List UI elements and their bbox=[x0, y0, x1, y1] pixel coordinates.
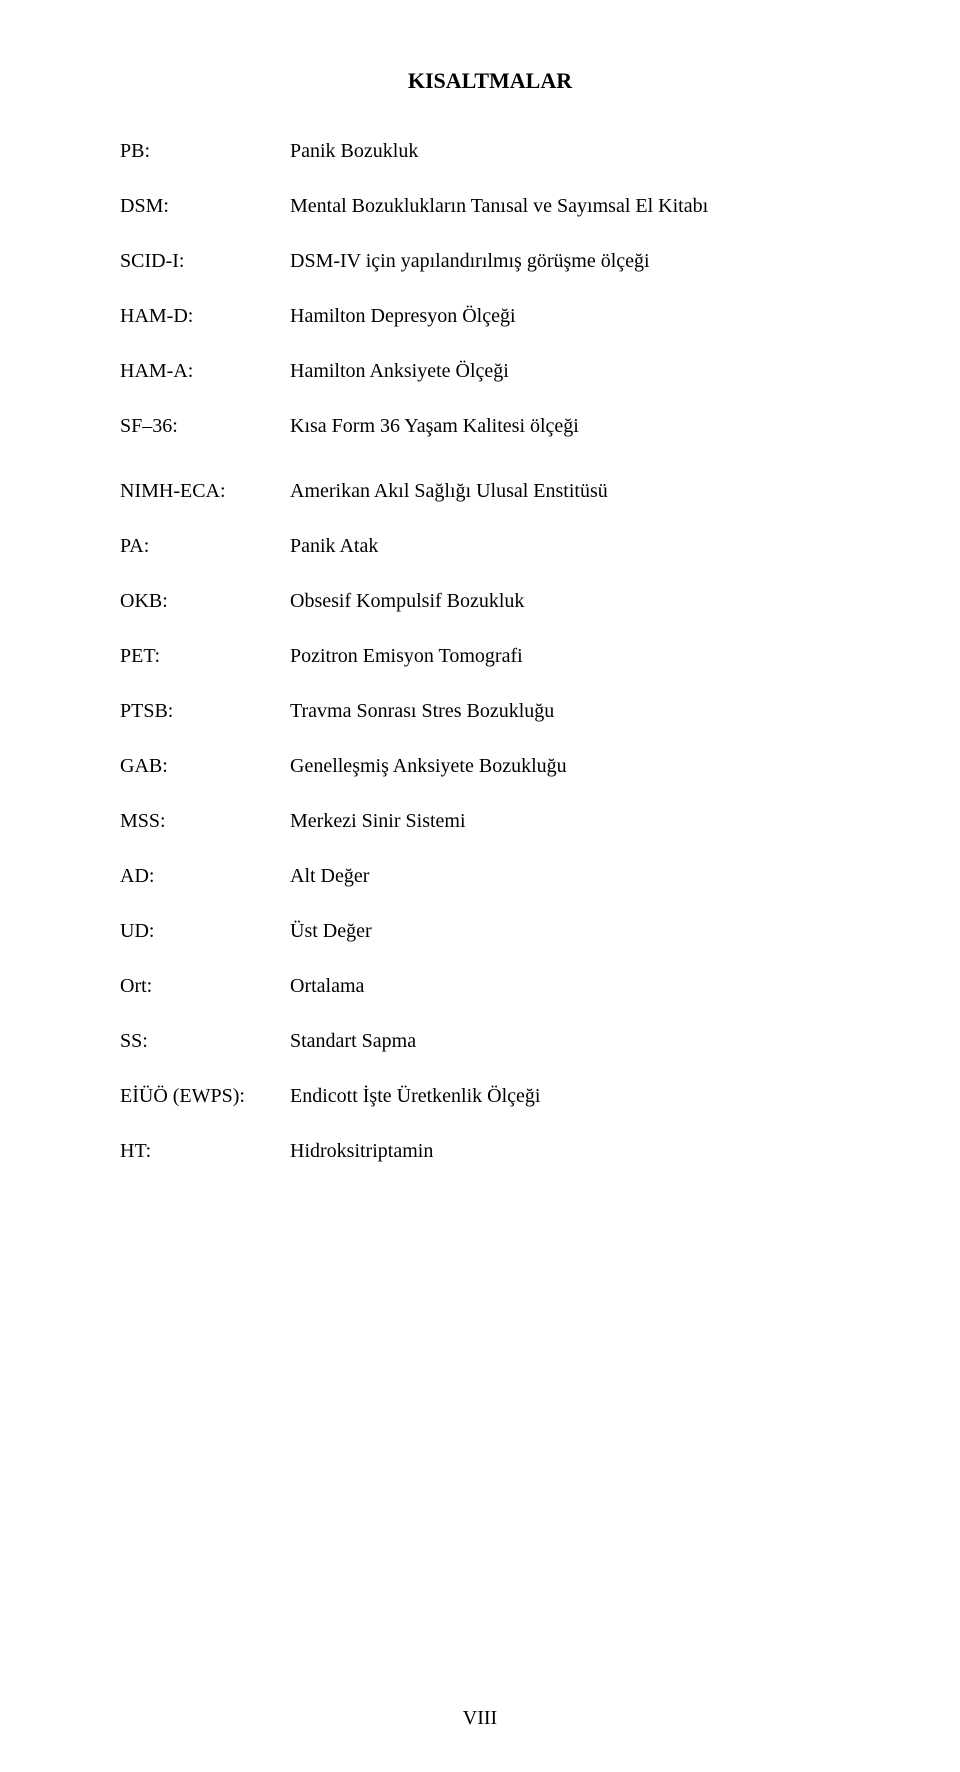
group-spacer bbox=[120, 468, 860, 478]
abbreviation-definition: Ortalama bbox=[290, 973, 860, 1000]
abbreviation-definition: Alt Değer bbox=[290, 863, 860, 890]
abbreviation-definition: Merkezi Sinir Sistemi bbox=[290, 808, 860, 835]
abbreviation-row: NIMH-ECA: Amerikan Akıl Sağlığı Ulusal E… bbox=[120, 478, 860, 505]
abbreviation-row: EİÜÖ (EWPS): Endicott İşte Üretkenlik Öl… bbox=[120, 1083, 860, 1110]
abbreviation-definition: Panik Atak bbox=[290, 533, 860, 560]
abbreviation-term: GAB: bbox=[120, 753, 290, 780]
abbreviation-definition: Obsesif Kompulsif Bozukluk bbox=[290, 588, 860, 615]
abbreviation-definition: Hidroksitriptamin bbox=[290, 1138, 860, 1165]
abbreviation-row: HAM-D: Hamilton Depresyon Ölçeği bbox=[120, 303, 860, 330]
abbreviation-definition: Amerikan Akıl Sağlığı Ulusal Enstitüsü bbox=[290, 478, 860, 505]
abbreviation-row: OKB: Obsesif Kompulsif Bozukluk bbox=[120, 588, 860, 615]
abbreviation-definition: Genelleşmiş Anksiyete Bozukluğu bbox=[290, 753, 860, 780]
abbreviation-term: SF–36: bbox=[120, 413, 290, 440]
abbreviation-term: PB: bbox=[120, 138, 290, 165]
abbreviation-row: MSS: Merkezi Sinir Sistemi bbox=[120, 808, 860, 835]
abbreviation-term: DSM: bbox=[120, 193, 290, 220]
abbreviation-definition: Kısa Form 36 Yaşam Kalitesi ölçeği bbox=[290, 413, 860, 440]
abbreviation-row: SF–36: Kısa Form 36 Yaşam Kalitesi ölçeğ… bbox=[120, 413, 860, 440]
abbreviation-row: UD: Üst Değer bbox=[120, 918, 860, 945]
abbreviation-term: Ort: bbox=[120, 973, 290, 1000]
abbreviation-term: MSS: bbox=[120, 808, 290, 835]
abbreviation-definition: Standart Sapma bbox=[290, 1028, 860, 1055]
abbreviation-term: EİÜÖ (EWPS): bbox=[120, 1083, 290, 1110]
abbreviation-row: PA: Panik Atak bbox=[120, 533, 860, 560]
abbreviation-term: UD: bbox=[120, 918, 290, 945]
abbreviation-row: GAB: Genelleşmiş Anksiyete Bozukluğu bbox=[120, 753, 860, 780]
abbreviation-term: HAM-A: bbox=[120, 358, 290, 385]
abbreviation-term: PA: bbox=[120, 533, 290, 560]
abbreviation-row: PB: Panik Bozukluk bbox=[120, 138, 860, 165]
abbreviation-row: DSM: Mental Bozuklukların Tanısal ve Say… bbox=[120, 193, 860, 220]
abbreviation-row: HAM-A: Hamilton Anksiyete Ölçeği bbox=[120, 358, 860, 385]
abbreviation-row: Ort: Ortalama bbox=[120, 973, 860, 1000]
abbreviation-term: SS: bbox=[120, 1028, 290, 1055]
abbreviation-term: PET: bbox=[120, 643, 290, 670]
abbreviation-term: PTSB: bbox=[120, 698, 290, 725]
document-page: KISALTMALAR PB: Panik Bozukluk DSM: Ment… bbox=[0, 0, 960, 1772]
abbreviation-term: HAM-D: bbox=[120, 303, 290, 330]
abbreviation-definition: Üst Değer bbox=[290, 918, 860, 945]
abbreviation-term: HT: bbox=[120, 1138, 290, 1165]
page-number: VIII bbox=[0, 1707, 960, 1730]
abbreviation-definition: Travma Sonrası Stres Bozukluğu bbox=[290, 698, 860, 725]
abbreviation-definition: Panik Bozukluk bbox=[290, 138, 860, 165]
abbreviation-definition: Endicott İşte Üretkenlik Ölçeği bbox=[290, 1083, 860, 1110]
abbreviation-row: PTSB: Travma Sonrası Stres Bozukluğu bbox=[120, 698, 860, 725]
abbreviation-row: SS: Standart Sapma bbox=[120, 1028, 860, 1055]
abbreviation-term: NIMH-ECA: bbox=[120, 478, 290, 505]
abbreviation-row: HT: Hidroksitriptamin bbox=[120, 1138, 860, 1165]
abbreviation-term: OKB: bbox=[120, 588, 290, 615]
abbreviation-row: AD: Alt Değer bbox=[120, 863, 860, 890]
abbreviation-row: PET: Pozitron Emisyon Tomografi bbox=[120, 643, 860, 670]
page-title: KISALTMALAR bbox=[120, 68, 860, 94]
abbreviation-definition: Hamilton Anksiyete Ölçeği bbox=[290, 358, 860, 385]
abbreviation-term: SCID-I: bbox=[120, 248, 290, 275]
abbreviation-definition: Mental Bozuklukların Tanısal ve Sayımsal… bbox=[290, 193, 860, 220]
abbreviation-definition: DSM-IV için yapılandırılmış görüşme ölçe… bbox=[290, 248, 860, 275]
abbreviation-term: AD: bbox=[120, 863, 290, 890]
abbreviation-definition: Hamilton Depresyon Ölçeği bbox=[290, 303, 860, 330]
abbreviation-definition: Pozitron Emisyon Tomografi bbox=[290, 643, 860, 670]
abbreviation-row: SCID-I: DSM-IV için yapılandırılmış görü… bbox=[120, 248, 860, 275]
